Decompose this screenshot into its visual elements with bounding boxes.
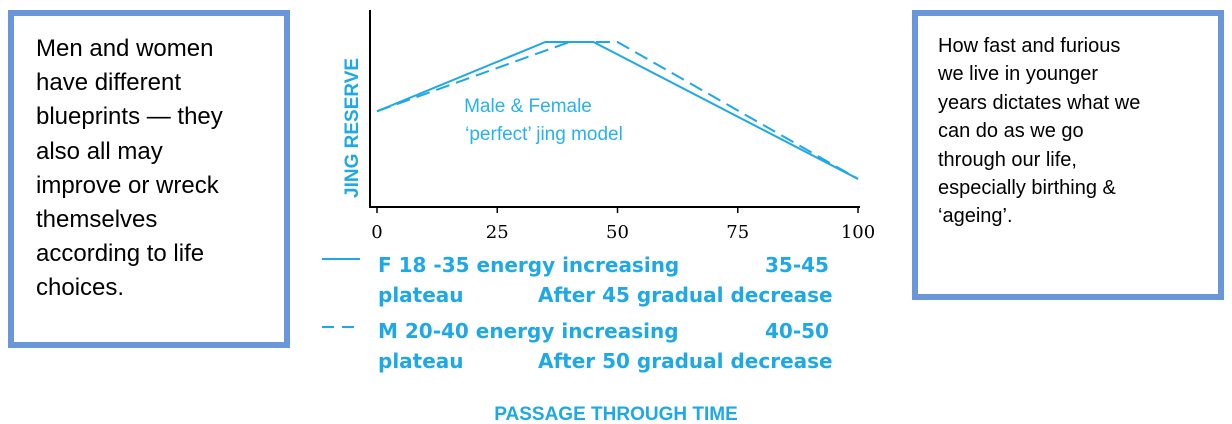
legend-female-line1-left: F 18 -35 energy increasing [378, 253, 679, 277]
left-text-box: Men and women have different blueprints … [8, 10, 290, 348]
x-tick-label: 0 [371, 222, 382, 243]
right-text-line: through our life, [938, 148, 1077, 171]
series-line-female [376, 41, 859, 180]
chart-annotation-line-1: Male & Female [464, 96, 592, 117]
left-text-line: according to life [36, 240, 205, 268]
right-text-line: we live in younger [938, 63, 1099, 86]
x-axis-title: PASSAGE THROUGH TIME [494, 404, 738, 424]
legend-female-line2-left: plateau [378, 283, 464, 307]
x-tick-label: 75 [726, 222, 749, 243]
right-text-line: years dictates what we [938, 91, 1141, 114]
legend-male-line2-left: plateau [378, 349, 464, 373]
legend-female-line1-right: 35-45 [765, 253, 829, 277]
series-lines [376, 41, 859, 180]
left-text-line: themselves [36, 206, 158, 234]
x-axis-ticks: 0 25 50 75 100 [371, 207, 875, 243]
left-text-line: improve or wreck [36, 171, 219, 199]
y-axis-title: JING RESERVE [342, 58, 363, 198]
legend-female-line2-right: After 45 gradual decrease [538, 283, 833, 307]
x-tick-label: 100 [841, 222, 875, 243]
left-text-line: Men and women [36, 35, 214, 62]
legend-male-line1-left: M 20-40 energy increasing [378, 319, 679, 343]
right-text-line: especially birthing & [938, 177, 1116, 200]
left-text-line: have different [36, 69, 181, 97]
x-tick-label: 50 [606, 222, 629, 243]
right-text-line: can do as we go [938, 120, 1084, 143]
series-line-male [376, 41, 859, 180]
right-text-line: ‘ageing’. [938, 205, 1013, 228]
left-text-line: choices. [36, 274, 125, 302]
legend-male-line2-right: After 50 gradual decrease [538, 349, 833, 373]
x-tick-label: 25 [486, 222, 509, 243]
right-text-box: How fast and furious we live in younger … [912, 10, 1224, 300]
chart-annotation-line-2: ‘perfect’ jing model [465, 124, 623, 145]
left-text-line: also all may [36, 137, 163, 165]
right-text-line: How fast and furious [938, 35, 1121, 57]
legend-male-line1-right: 40-50 [765, 319, 829, 343]
left-text-line: blueprints — they [36, 103, 223, 131]
